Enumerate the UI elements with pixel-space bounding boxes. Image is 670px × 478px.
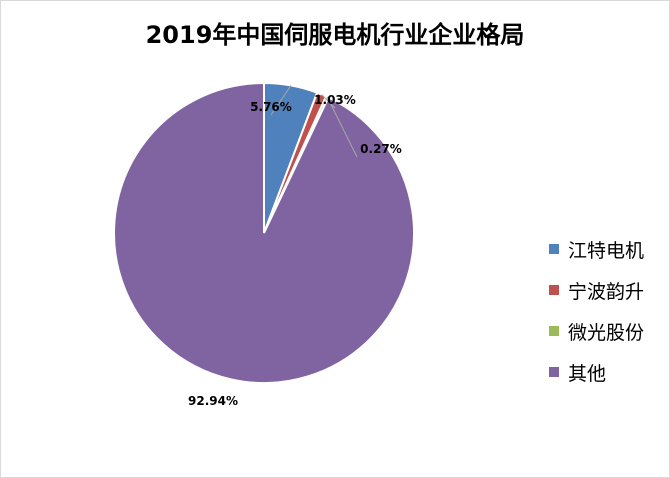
pie-slice [113,81,415,384]
leader-line [326,96,358,158]
legend-label: 其他 [568,362,607,385]
legend: 江特电机 宁波韵升 微光股份 其他 [549,239,644,403]
legend-swatch [549,285,559,295]
legend-item: 宁波韵升 [549,280,644,303]
legend-label: 江特电机 [568,239,645,262]
legend-item: 江特电机 [549,239,644,262]
legend-item: 其他 [549,362,644,385]
data-label: 0.27% [360,142,402,156]
data-label: 92.94% [188,394,238,408]
legend-swatch [549,367,559,377]
leader-line [321,94,336,109]
legend-swatch [549,244,559,254]
legend-label: 微光股份 [568,321,645,344]
leader-line [270,85,292,116]
legend-swatch [549,326,559,336]
legend-item: 微光股份 [549,321,644,344]
legend-label: 宁波韵升 [568,280,645,303]
data-label: 5.76% [250,100,292,114]
data-label: 1.03% [314,93,356,107]
chart-title: 2019年中国伺服电机行业企业格局 [145,21,525,49]
